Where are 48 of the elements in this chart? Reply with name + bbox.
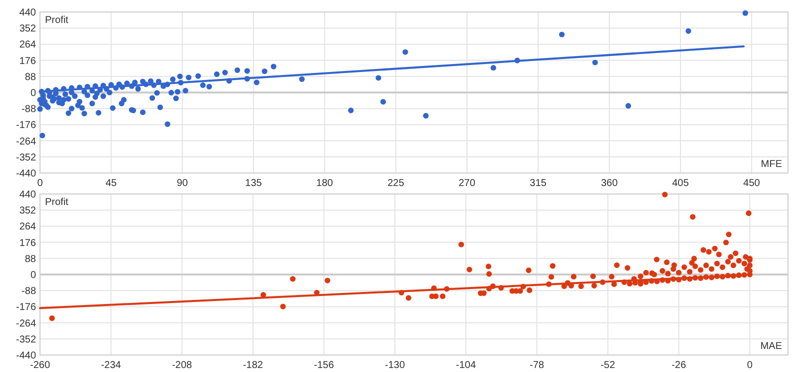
y-tick-label: 88 [24, 72, 36, 83]
x-tick-label: 360 [600, 178, 618, 189]
x-tick-label: -156 [314, 360, 334, 371]
y-tick-label: -88 [22, 104, 36, 116]
y-tick-label: -88 [22, 286, 36, 298]
y-tick-label: -264 [16, 318, 36, 330]
y-tick-label: -440 [16, 168, 36, 180]
x-tick-label: 45 [106, 178, 118, 189]
x-axis-title: MFE [760, 159, 782, 170]
y-tick-label: 0 [30, 88, 36, 99]
x-tick-label: -234 [100, 360, 122, 371]
y-tick-label: -176 [16, 302, 36, 314]
y-tick-label: 264 [19, 222, 36, 233]
x-tick-label: -260 [30, 360, 50, 371]
x-tick-label: 90 [176, 178, 188, 189]
y-axis-title: Profit [45, 15, 69, 26]
y-tick-label: -176 [16, 120, 36, 132]
x-tick-label: -104 [456, 360, 476, 371]
x-tick-label: 450 [743, 178, 760, 189]
x-tick-label: 0 [37, 178, 44, 189]
y-tick-label: 352 [19, 24, 36, 35]
x-axis-title: MAE [760, 341, 782, 352]
x-tick-label: 0 [747, 360, 753, 371]
x-tick-label: 405 [672, 178, 690, 189]
y-tick-label: 176 [19, 238, 36, 249]
x-tick-label: 270 [458, 178, 476, 189]
x-tick-label: -26 [672, 360, 686, 371]
y-tick-label: 176 [19, 56, 36, 67]
y-tick-label: -352 [16, 334, 36, 346]
y-tick-label: 440 [19, 8, 36, 18]
y-tick-label: 352 [19, 206, 36, 217]
y-tick-label: 264 [19, 40, 36, 51]
x-tick-label: -130 [384, 360, 406, 371]
y-tick-label: 440 [19, 190, 36, 200]
x-tick-label: -208 [172, 360, 192, 371]
x-tick-label: -52 [600, 360, 616, 371]
x-tick-label: 135 [245, 178, 262, 189]
y-tick-label: -352 [16, 152, 36, 164]
x-tick-label: 180 [316, 178, 334, 189]
x-tick-label: -182 [242, 360, 264, 371]
x-tick-label: 315 [530, 178, 547, 189]
y-tick-label: -440 [16, 350, 36, 362]
y-tick-label: 0 [30, 270, 36, 281]
x-tick-label: 225 [387, 178, 405, 189]
y-tick-label: 88 [24, 254, 36, 265]
x-tick-label: -78 [530, 360, 545, 371]
y-axis-title: Profit [45, 197, 69, 208]
y-tick-label: -264 [16, 136, 36, 148]
